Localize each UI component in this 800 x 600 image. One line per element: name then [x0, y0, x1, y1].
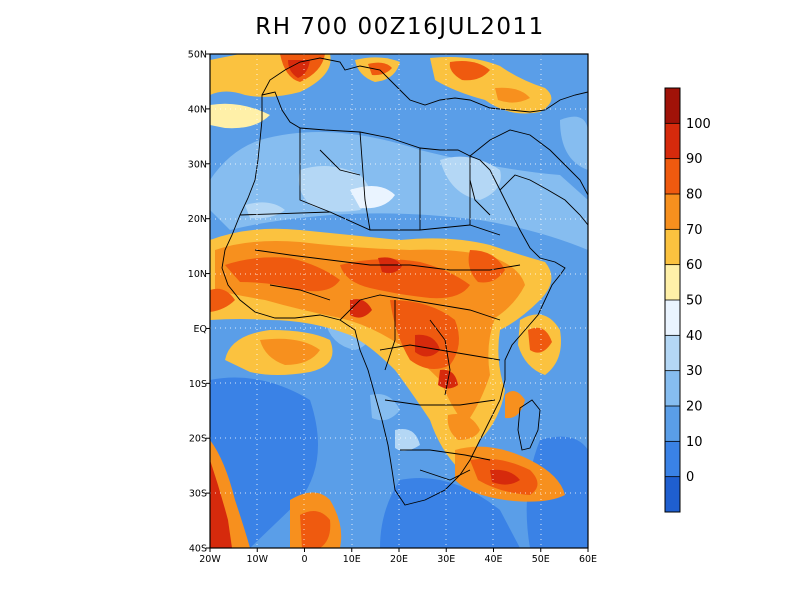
- lat-tick-label: 10N: [188, 269, 207, 280]
- lon-tick-label: 60E: [579, 554, 597, 565]
- colorbar-label: 30: [686, 364, 703, 379]
- colorbar-bin: [665, 194, 680, 230]
- colorbar-bin: [665, 441, 680, 477]
- colorbar-label: 100: [686, 117, 711, 132]
- lat-tick-label: 40S: [189, 544, 207, 555]
- lon-tick-label: 20W: [199, 554, 221, 565]
- lat-tick-label: EQ: [194, 324, 207, 335]
- lat-tick-label: 20S: [189, 434, 207, 445]
- lon-tick-label: 0: [301, 554, 307, 565]
- colorbar-bin: [665, 370, 680, 406]
- colorbar-label: 70: [686, 223, 703, 238]
- latitude-axis: 50N 40N 30N 20N 10N EQ 10S 20S 30S 40S: [188, 50, 210, 555]
- colorbar-bin: [665, 158, 680, 194]
- lat-tick-label: 10S: [189, 379, 207, 390]
- coastline-overlay: [221, 57, 588, 506]
- colorbar-bin: [665, 264, 680, 300]
- colorbar-bin: [665, 300, 680, 336]
- lat-tick-label: 30S: [189, 489, 207, 500]
- colorbar-bin: [665, 123, 680, 159]
- colorbar: 0 10 20 30 40 50 60 70 80 90 100: [664, 87, 711, 513]
- colorbar-label: 60: [686, 258, 703, 273]
- colorbar-label: 40: [686, 329, 703, 344]
- colorbar-label: 20: [686, 400, 703, 415]
- colorbar-bin: [665, 229, 680, 265]
- lon-tick-label: 30E: [437, 554, 455, 565]
- colorbar-label: 50: [686, 294, 703, 309]
- colorbar-bin: [665, 406, 680, 442]
- lat-tick-label: 40N: [188, 104, 207, 115]
- lon-tick-label: 40E: [484, 554, 502, 565]
- colorbar-label: 10: [686, 435, 703, 450]
- lat-tick-label: 20N: [188, 214, 207, 225]
- lat-tick-label: 30N: [188, 159, 207, 170]
- colorbar-label: 0: [686, 470, 694, 485]
- colorbar-bin: [665, 88, 680, 124]
- colorbar-label: 80: [686, 188, 703, 203]
- lat-tick-label: 50N: [188, 50, 207, 61]
- lon-tick-label: 10W: [247, 554, 269, 565]
- colorbar-bin: [665, 335, 680, 371]
- colorbar-bin: [665, 476, 680, 512]
- longitude-axis: 20W 10W 0 10E 20E 30E 40E 50E 60E: [199, 548, 597, 565]
- humidity-field: [210, 54, 588, 548]
- map-title: RH 700 00Z16JUL2011: [255, 14, 545, 40]
- lon-tick-label: 10E: [343, 554, 361, 565]
- lon-tick-label: 50E: [532, 554, 550, 565]
- gridlines: [210, 54, 588, 548]
- lon-tick-label: 20E: [390, 554, 408, 565]
- colorbar-label: 90: [686, 152, 703, 167]
